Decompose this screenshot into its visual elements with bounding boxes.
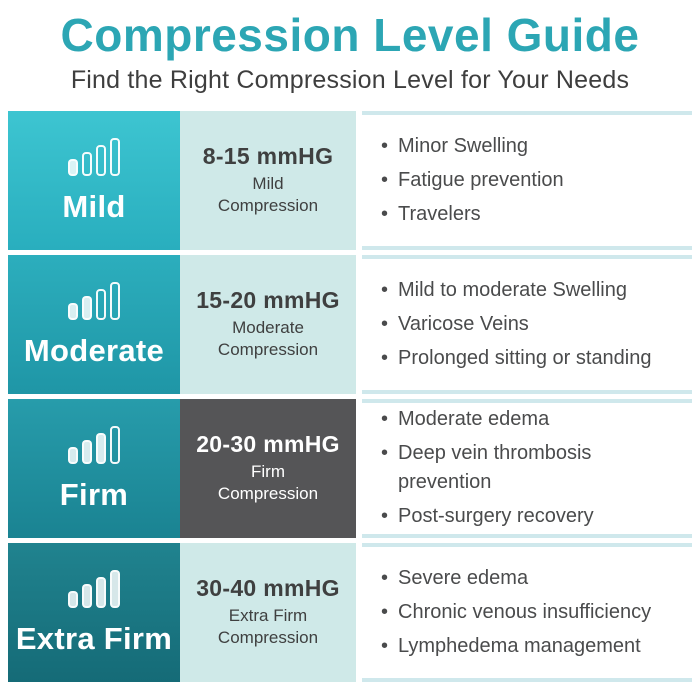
range-description: Firm Compression: [217, 461, 319, 504]
level-label: Moderate: [23, 332, 165, 368]
row-moderate: Moderate 15-20 mmHG Moderate Compression…: [8, 254, 692, 394]
compression-table: Mild 8-15 mmHG Mild Compression Minor Sw…: [8, 110, 692, 682]
benefit-item: Prolonged sitting or standing: [378, 344, 652, 373]
range-description: Extra Firm Compression: [217, 605, 319, 648]
benefits-panel: Moderate edema Deep vein thrombosis prev…: [362, 398, 692, 538]
level-tile-firm: Firm: [8, 398, 180, 538]
benefit-item: Severe edema: [378, 564, 651, 593]
benefit-item: Mild to moderate Swelling: [378, 276, 652, 305]
range-panel: 8-15 mmHG Mild Compression: [180, 110, 356, 250]
signal-bars-icon: [68, 280, 120, 320]
range-panel: 20-30 mmHG Firm Compression: [180, 398, 356, 538]
benefit-item: Deep vein thrombosis prevention: [378, 439, 666, 497]
header: Compression Level Guide Find the Right C…: [0, 0, 700, 95]
benefit-item: Travelers: [378, 200, 564, 229]
range-value: 8-15 mmHG: [202, 142, 334, 169]
benefit-item: Fatigue prevention: [378, 166, 564, 195]
benefit-item: Minor Swelling: [378, 132, 564, 161]
range-panel: 15-20 mmHG Moderate Compression: [180, 254, 356, 394]
benefit-item: Post-surgery recovery: [378, 502, 666, 531]
page-subtitle: Find the Right Compression Level for You…: [70, 65, 630, 94]
benefit-item: Varicose Veins: [378, 310, 652, 339]
benefits-list: Minor Swelling Fatigue prevention Travel…: [378, 127, 564, 234]
benefits-panel: Mild to moderate Swelling Varicose Veins…: [362, 254, 692, 394]
signal-bars-icon: [68, 136, 120, 176]
benefit-item: Lymphedema management: [378, 632, 651, 661]
level-tile-moderate: Moderate: [8, 254, 180, 394]
range-description: Mild Compression: [217, 173, 319, 216]
range-panel: 30-40 mmHG Extra Firm Compression: [180, 542, 356, 682]
benefits-panel: Severe edema Chronic venous insufficienc…: [362, 542, 692, 682]
level-tile-extra-firm: Extra Firm: [8, 542, 180, 682]
level-label: Firm: [59, 476, 129, 512]
range-value: 30-40 mmHG: [196, 574, 340, 601]
range-value: 20-30 mmHG: [196, 430, 340, 457]
benefits-list: Mild to moderate Swelling Varicose Veins…: [378, 271, 652, 378]
row-firm: Firm 20-30 mmHG Firm Compression Moderat…: [8, 398, 692, 538]
benefit-item: Moderate edema: [378, 405, 666, 434]
level-label: Mild: [62, 188, 126, 224]
level-tile-mild: Mild: [8, 110, 180, 250]
benefits-list: Severe edema Chronic venous insufficienc…: [378, 559, 651, 666]
row-mild: Mild 8-15 mmHG Mild Compression Minor Sw…: [8, 110, 692, 250]
signal-bars-icon: [68, 568, 120, 608]
benefit-item: Chronic venous insufficiency: [378, 598, 651, 627]
benefits-panel: Minor Swelling Fatigue prevention Travel…: [362, 110, 692, 250]
range-description: Moderate Compression: [217, 317, 319, 360]
row-extra-firm: Extra Firm 30-40 mmHG Extra Firm Compres…: [8, 542, 692, 682]
page-title: Compression Level Guide: [60, 9, 640, 61]
benefits-list: Moderate edema Deep vein thrombosis prev…: [378, 400, 666, 536]
signal-bars-icon: [68, 424, 120, 464]
range-value: 15-20 mmHG: [196, 286, 340, 313]
level-label: Extra Firm: [15, 620, 173, 656]
